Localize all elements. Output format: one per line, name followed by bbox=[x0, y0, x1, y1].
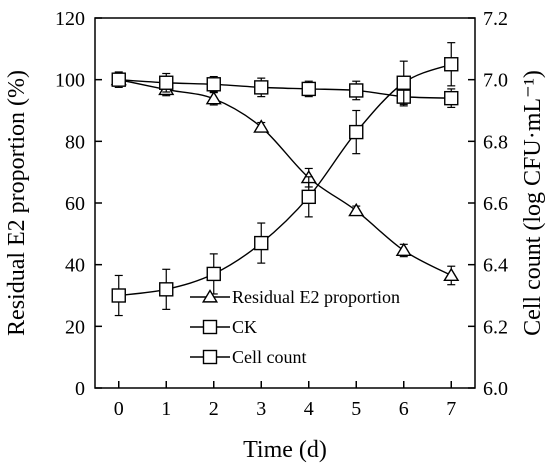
x-tick-label: 7 bbox=[446, 398, 456, 420]
y-left-tick-label: 120 bbox=[55, 8, 85, 30]
y-right-tick-label: 6.0 bbox=[483, 378, 508, 400]
y-right-tick-label: 6.2 bbox=[483, 316, 508, 338]
series-ck bbox=[111, 71, 459, 109]
data-point bbox=[348, 202, 365, 217]
y-left-tick-label: 0 bbox=[75, 378, 85, 400]
y-right-tick-label: 6.8 bbox=[483, 131, 508, 153]
data-point bbox=[395, 242, 412, 257]
y-left-tick-label: 60 bbox=[65, 193, 85, 215]
data-point bbox=[349, 124, 364, 140]
data-point bbox=[159, 282, 174, 297]
legend-marker bbox=[201, 289, 219, 303]
data-point bbox=[349, 83, 364, 98]
data-point bbox=[301, 189, 316, 205]
legend-item: Residual E2 proportion bbox=[190, 287, 400, 307]
x-axis-label: Time (d) bbox=[243, 437, 327, 463]
legend-item: CK bbox=[190, 317, 257, 337]
legend-label: CK bbox=[232, 317, 257, 337]
legend-label: Residual E2 proportion bbox=[232, 287, 400, 307]
x-tick-label: 2 bbox=[209, 398, 219, 420]
data-point bbox=[444, 57, 459, 72]
y-left-tick-label: 20 bbox=[65, 316, 85, 338]
data-point bbox=[206, 266, 221, 282]
data-point bbox=[443, 267, 460, 282]
data-point bbox=[301, 81, 316, 97]
x-tick-label: 5 bbox=[351, 398, 361, 420]
legend-label: Cell count bbox=[232, 347, 307, 367]
data-point bbox=[254, 235, 269, 251]
y-right-tick-label: 6.6 bbox=[483, 193, 508, 215]
series-line bbox=[118, 78, 452, 277]
y-axis-right-label: Cell count (log CFU·mL⁻¹) bbox=[520, 70, 546, 336]
x-tick-label: 6 bbox=[399, 398, 409, 420]
y-axis-left-label: Residual E2 proportion (%) bbox=[4, 70, 30, 336]
data-point bbox=[396, 75, 411, 90]
data-point bbox=[253, 119, 270, 133]
legend-marker bbox=[202, 349, 218, 365]
x-tick-label: 0 bbox=[114, 398, 124, 420]
x-tick-label: 3 bbox=[256, 398, 266, 420]
series-cell-count bbox=[111, 42, 459, 317]
data-point bbox=[206, 77, 221, 92]
legend: Residual E2 proportion CK Cell count bbox=[190, 287, 400, 367]
ticks: 0 20 40 60 80 100 120 6.0 6.2 6.4 6.6 6.8 7.0 7.2 0 1 2 3… bbox=[55, 8, 508, 420]
series-layer bbox=[110, 42, 460, 317]
data-point bbox=[444, 90, 459, 106]
legend-marker bbox=[202, 319, 218, 335]
y-left-tick-label: 80 bbox=[65, 131, 85, 153]
y-right-tick-label: 6.4 bbox=[483, 255, 508, 277]
data-point bbox=[205, 90, 222, 105]
y-left-tick-label: 100 bbox=[55, 70, 85, 92]
x-tick-label: 1 bbox=[161, 398, 171, 420]
y-left-tick-label: 40 bbox=[65, 255, 85, 277]
data-point bbox=[159, 75, 174, 90]
legend-item: Cell count bbox=[190, 347, 307, 367]
y-right-tick-label: 7.0 bbox=[483, 70, 508, 92]
data-point bbox=[111, 288, 126, 303]
y-right-tick-label: 7.2 bbox=[483, 8, 508, 30]
plot-frame bbox=[94, 17, 476, 389]
x-tick-label: 4 bbox=[304, 398, 314, 420]
data-point bbox=[254, 80, 269, 95]
data-point bbox=[111, 72, 126, 87]
